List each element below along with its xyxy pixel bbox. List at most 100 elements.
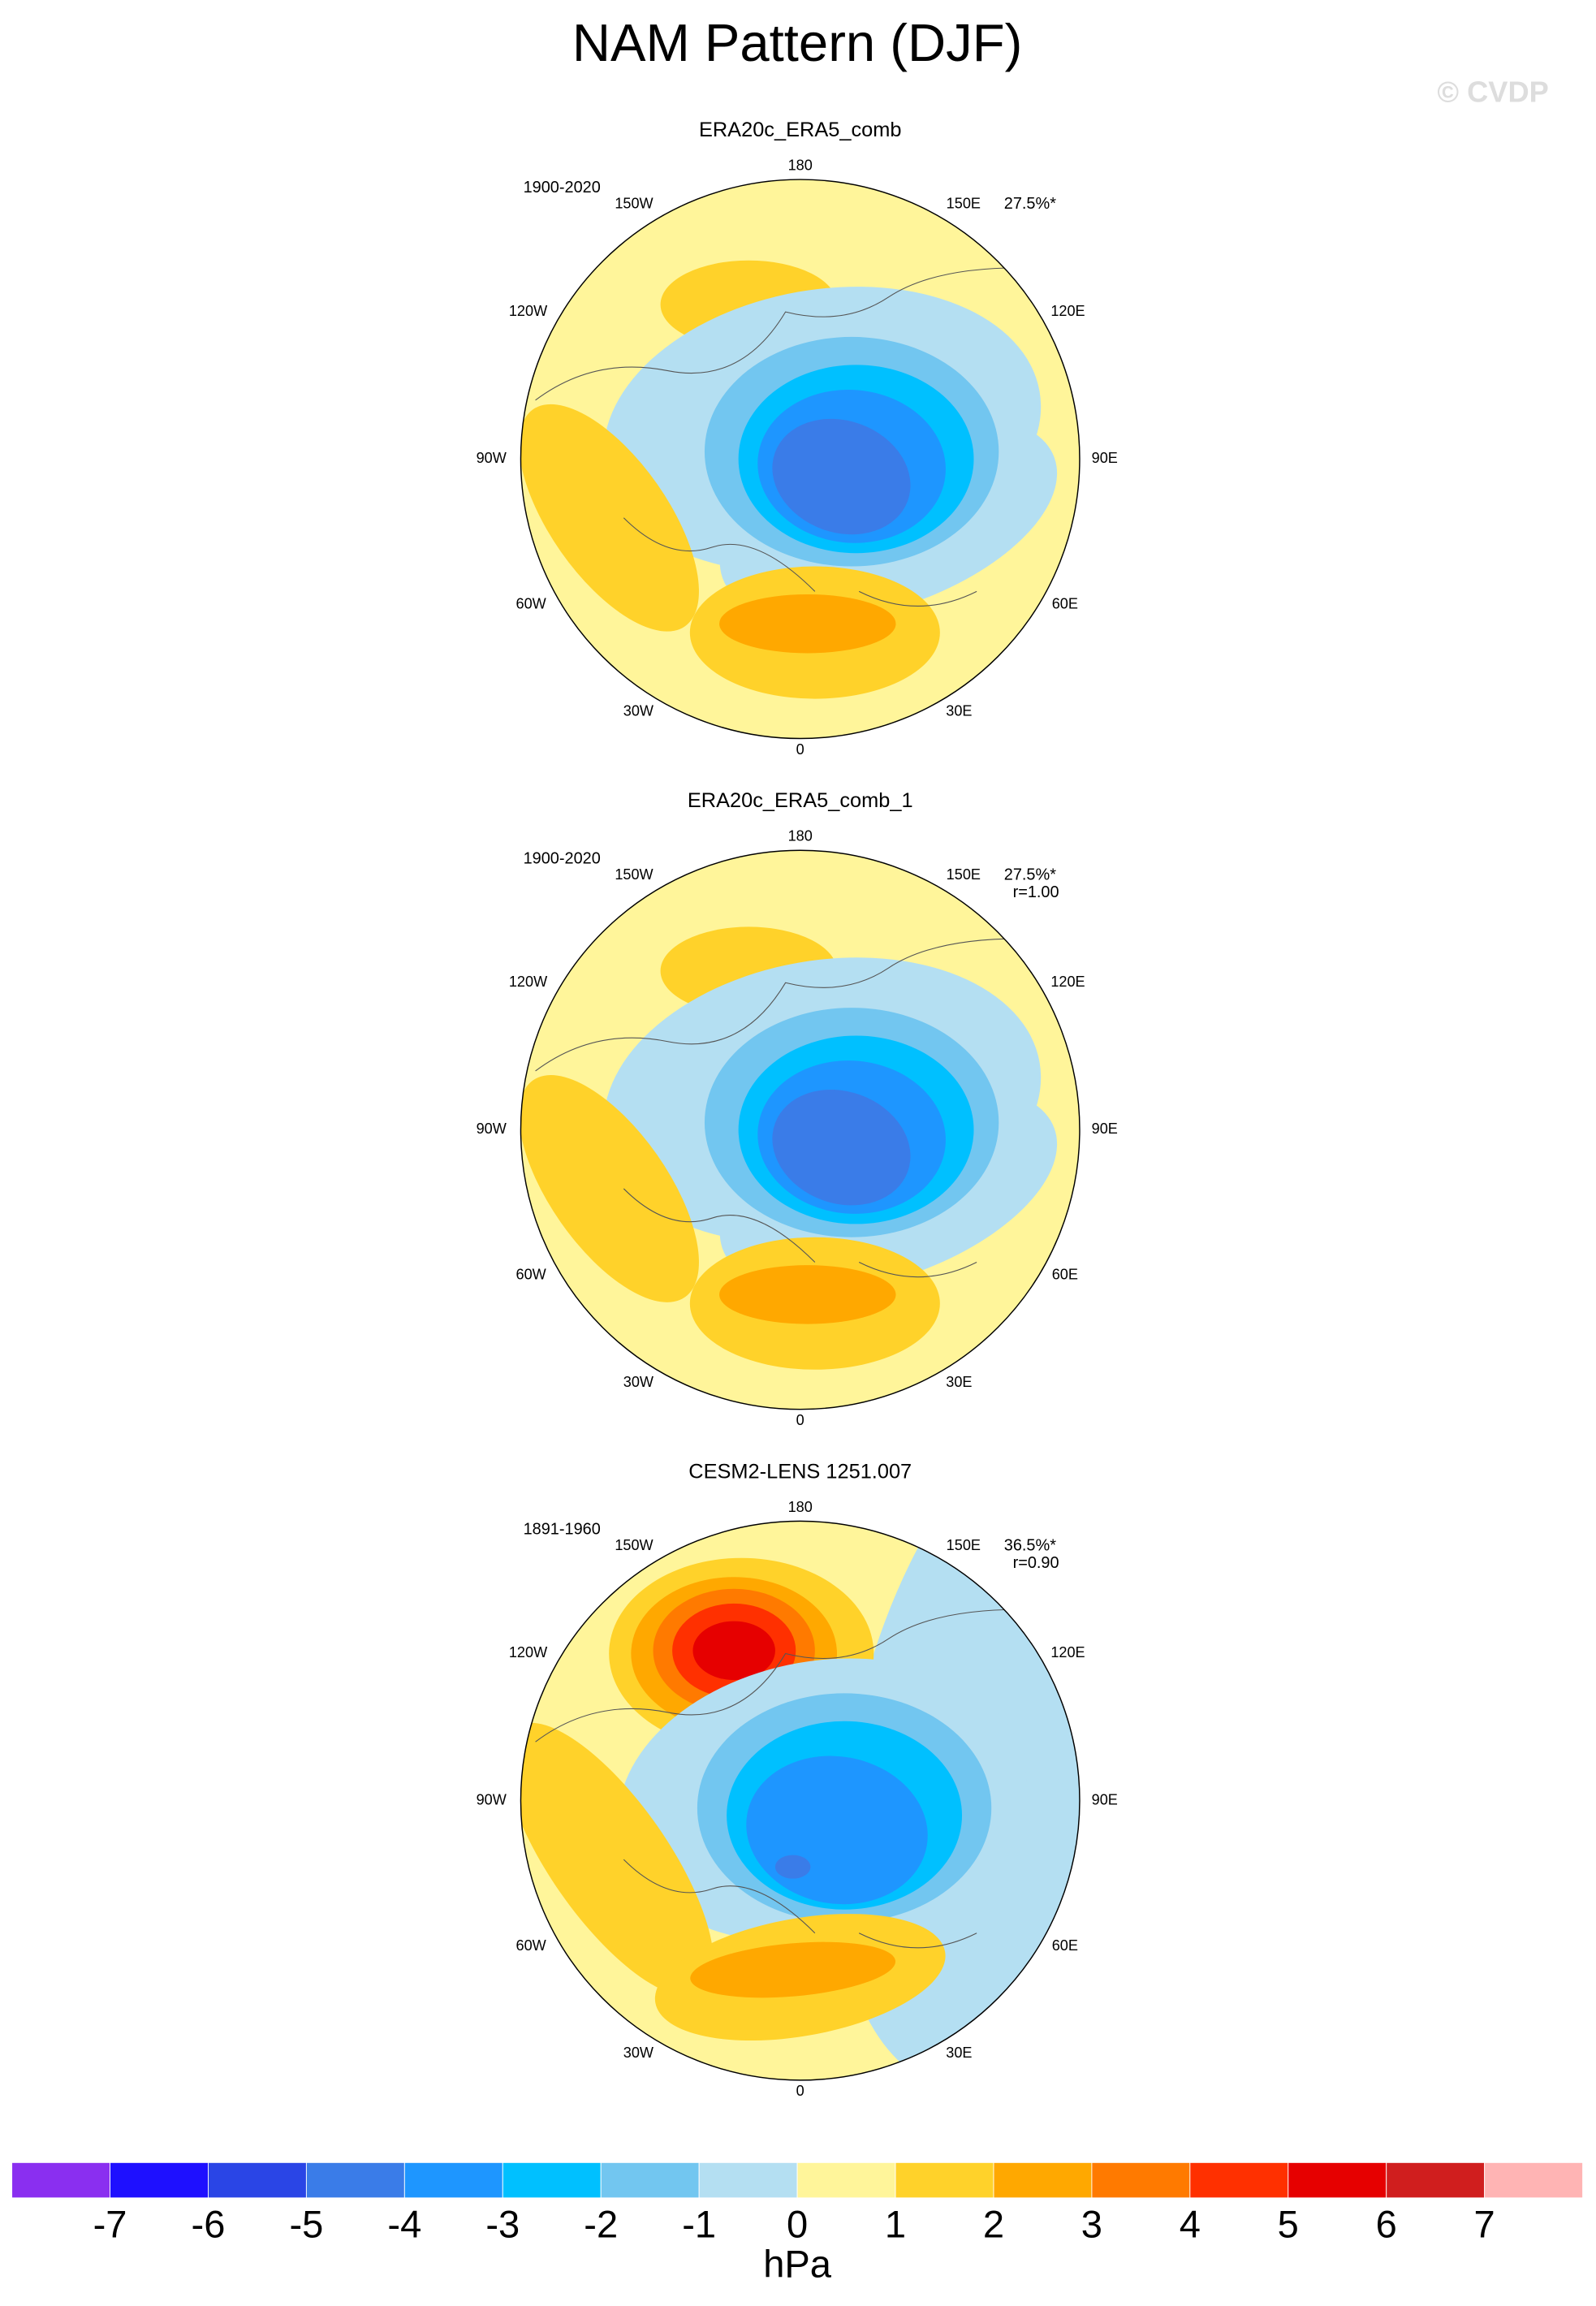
variance: 27.5%* [1004, 195, 1056, 213]
coastline [535, 938, 1021, 1278]
colorbar-label: 5 [1278, 2203, 1299, 2246]
colorbar-label: 3 [1081, 2203, 1102, 2246]
colorbar-box [895, 2161, 994, 2199]
panel-title: ERA20c_ERA5_comb [699, 119, 901, 141]
longitude-label: 150E [947, 196, 981, 212]
longitude-label: 60W [516, 1937, 547, 1954]
colorbar-box [1288, 2161, 1387, 2199]
colorbar-label: -5 [289, 2203, 323, 2246]
longitude-label: 120E [1050, 303, 1085, 319]
longitude-label: 150E [947, 1537, 981, 1553]
longitude-label: 120W [509, 974, 548, 990]
longitude-label: 120E [1050, 974, 1085, 990]
contour-fill [772, 1089, 911, 1206]
longitude-label: 180 [788, 1499, 813, 1515]
colorbar-box [1386, 2161, 1486, 2199]
colorbar-box [208, 2161, 307, 2199]
longitude-label: 30W [623, 2045, 654, 2061]
longitude-label: 30E [946, 2045, 972, 2061]
colorbar-label: 4 [1180, 2203, 1201, 2246]
longitude-label: 0 [796, 741, 804, 758]
contour-fill [719, 594, 896, 654]
longitude-label: 0 [796, 1412, 804, 1428]
colorbar-box [1091, 2161, 1191, 2199]
longitude-label: 60W [516, 595, 547, 611]
colorbar-label: 1 [885, 2203, 906, 2246]
longitude-label: 30W [623, 703, 654, 719]
contour-fill [692, 1621, 775, 1681]
watermark: © CVDP [1437, 76, 1548, 109]
longitude-label: 0 [796, 2083, 804, 2099]
longitude-label: 150W [615, 866, 653, 883]
longitude-label: 90W [477, 1121, 507, 1137]
longitude-label: 180 [788, 158, 813, 174]
coastline [535, 1609, 1021, 1949]
longitude-label: 150W [615, 1537, 653, 1553]
contour-fill [772, 418, 911, 535]
coastline [535, 267, 1021, 607]
correlation: r=0.90 [1013, 1554, 1059, 1572]
period: 1900-2020 [524, 179, 601, 196]
contour-fill [774, 1855, 811, 1879]
map-border [520, 1520, 1081, 2081]
colorbar-label: 0 [787, 2203, 808, 2246]
period: 1900-2020 [524, 849, 601, 867]
colorbar-label: 7 [1474, 2203, 1495, 2246]
map-border [520, 179, 1081, 740]
colorbar-label: -4 [387, 2203, 421, 2246]
longitude-label: 60W [516, 1267, 547, 1283]
colorbar-label: -1 [682, 2203, 716, 2246]
longitude-label: 90E [1092, 450, 1118, 466]
map-panel [520, 179, 1080, 739]
longitude-label: 120W [509, 303, 548, 319]
longitude-label: 120E [1050, 1644, 1085, 1660]
longitude-label: 90W [477, 1791, 507, 1807]
period: 1891-1960 [524, 1521, 601, 1539]
contour-fill [520, 1075, 699, 1302]
colorbar-label: -6 [192, 2203, 226, 2246]
longitude-label: 90W [477, 450, 507, 466]
colorbar-box [796, 2161, 896, 2199]
longitude-label: 60E [1052, 595, 1078, 611]
colorbar-box [11, 2161, 110, 2199]
colorbar-label: -3 [485, 2203, 520, 2246]
contour-fill [520, 404, 699, 632]
map-border [520, 849, 1081, 1410]
colorbar-box [698, 2161, 798, 2199]
map-panel [520, 850, 1080, 1410]
contour-fill [690, 1941, 896, 1998]
colorbar-label: -2 [584, 2203, 618, 2246]
variance: 36.5%* [1004, 1536, 1056, 1554]
correlation: r=1.00 [1013, 883, 1059, 901]
longitude-label: 60E [1052, 1267, 1078, 1283]
panel-title: CESM2-LENS 1251.007 [688, 1460, 912, 1483]
colorbar-box [110, 2161, 209, 2199]
longitude-label: 90E [1092, 1791, 1118, 1807]
colorbar-box [305, 2161, 405, 2199]
variance: 27.5%* [1004, 866, 1056, 883]
longitude-label: 120W [509, 1644, 548, 1660]
longitude-label: 90E [1092, 1121, 1118, 1137]
colorbar-box [502, 2161, 602, 2199]
colorbar-box [403, 2161, 503, 2199]
longitude-label: 60E [1052, 1937, 1078, 1954]
colorbar-label: 2 [983, 2203, 1004, 2246]
colorbar-label: -7 [93, 2203, 127, 2246]
contour-fill [520, 1722, 714, 1997]
colorbar-units: hPa [763, 2242, 832, 2285]
colorbar-box [600, 2161, 700, 2199]
longitude-label: 30E [946, 1374, 972, 1390]
longitude-label: 150W [615, 196, 653, 212]
contour-fill [719, 1265, 896, 1324]
longitude-label: 180 [788, 828, 813, 844]
colorbar-box [1189, 2161, 1289, 2199]
longitude-label: 30E [946, 703, 972, 719]
colorbar-label: 6 [1376, 2203, 1397, 2246]
colorbar-box [1484, 2161, 1584, 2199]
longitude-label: 150E [947, 866, 981, 883]
panel-title: ERA20c_ERA5_comb_1 [688, 789, 913, 812]
figure-title: NAM Pattern (DJF) [572, 13, 1022, 72]
colorbar-box [993, 2161, 1093, 2199]
longitude-label: 30W [623, 1374, 654, 1390]
